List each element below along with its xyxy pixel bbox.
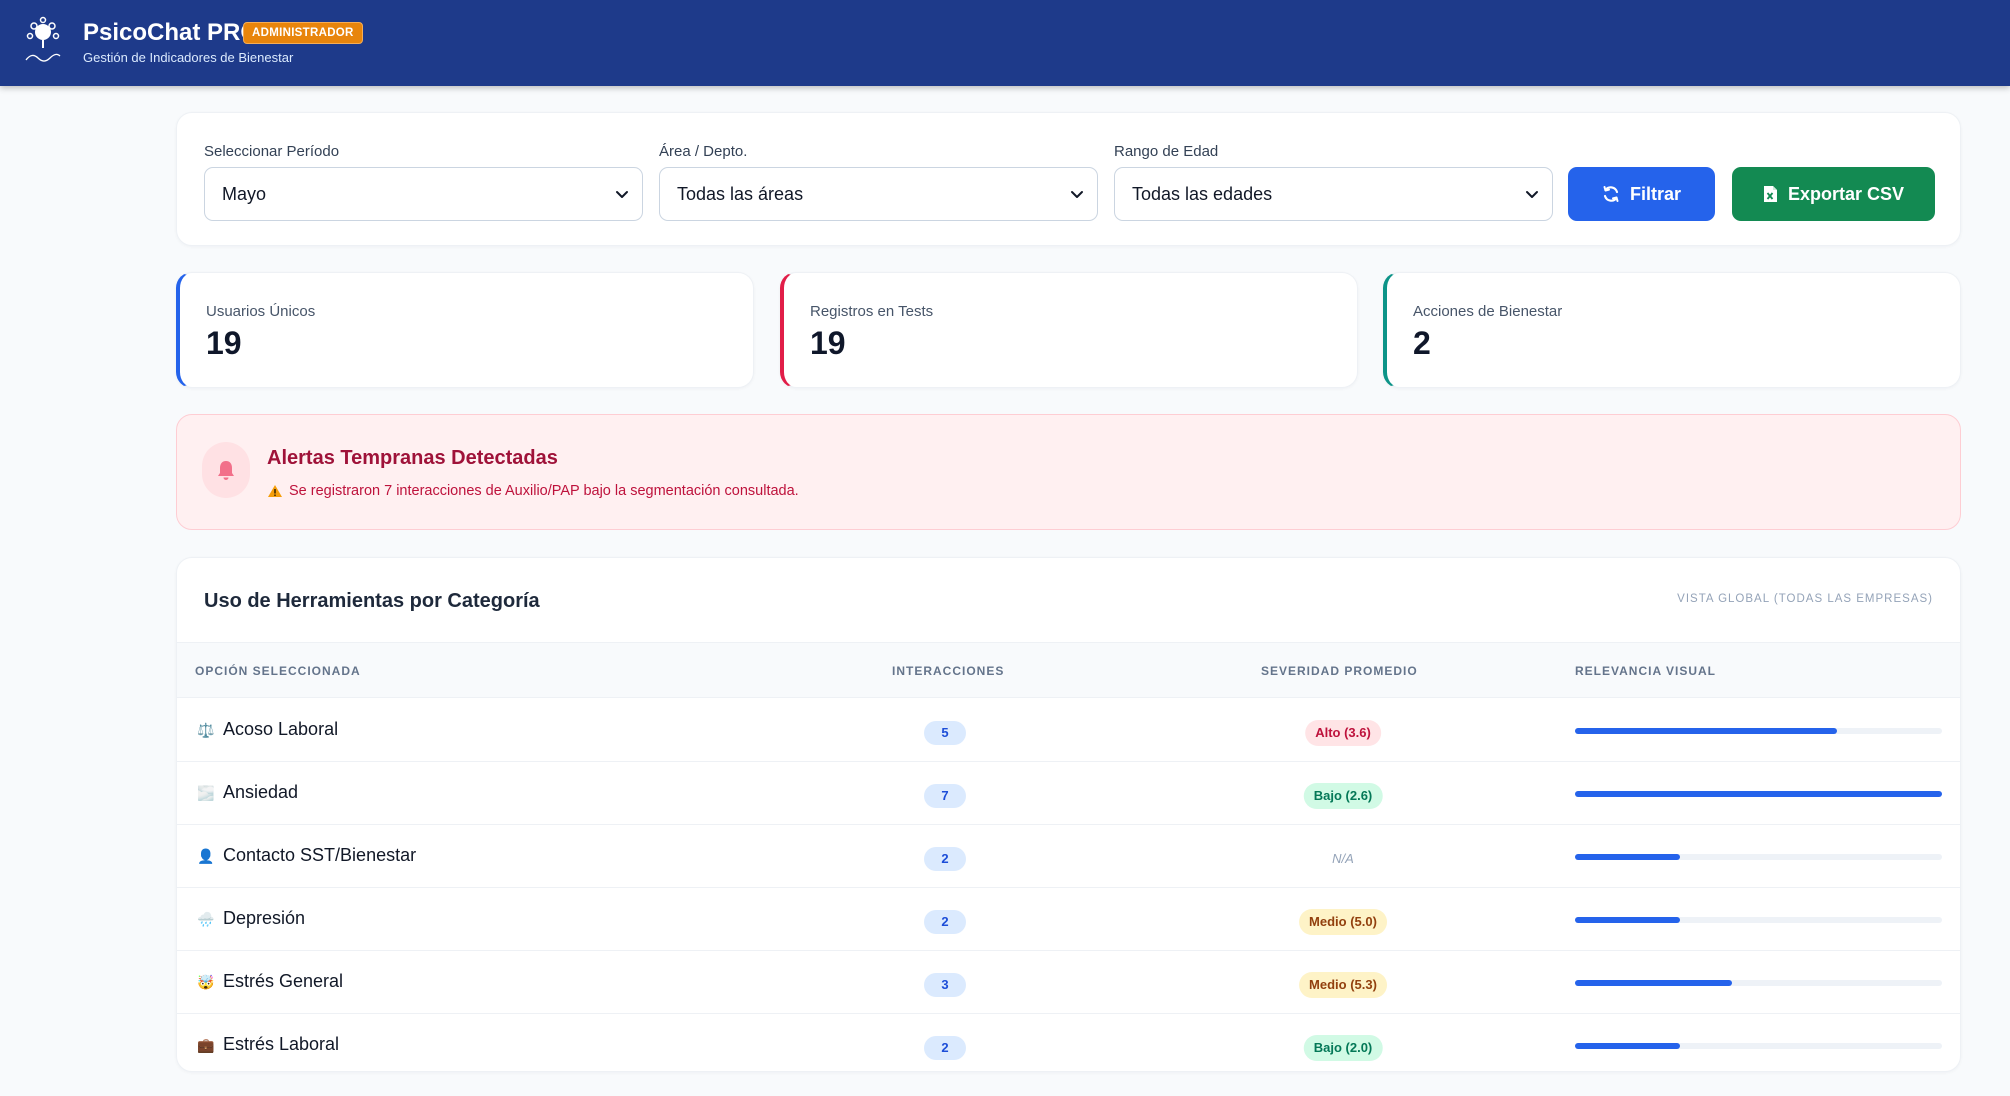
chevron-down-icon [1526, 191, 1538, 198]
table-row: 👤 Contacto SST/Bienestar 2 N/A [177, 825, 1960, 888]
option-cell: 🌫️ Ansiedad [197, 782, 298, 803]
age-select-value: Todas las edades [1132, 184, 1273, 204]
alert-message: Se registraron 7 interacciones de Auxili… [289, 483, 799, 499]
filter-button-label: Filtrar [1629, 183, 1681, 204]
option-cell: 🌧️ Depresión [197, 908, 305, 929]
stat-card-test-records: Registros en Tests 19 [780, 272, 1358, 388]
option-cell: ⚖️ Acoso Laboral [197, 719, 338, 740]
relevance-bar-track [1575, 1043, 1942, 1049]
relevance-bar-track [1575, 854, 1942, 860]
relevance-bar-track [1575, 917, 1942, 923]
brain-logo-icon [25, 16, 61, 62]
table-title: Uso de Herramientas por Categoría [204, 590, 540, 612]
early-alerts-banner: Alertas Tempranas Detectadas Se registra… [176, 414, 1961, 530]
app-title: PsicoChat PRO [83, 19, 260, 46]
stat-card-wellbeing-actions: Acciones de Bienestar 2 [1383, 272, 1961, 388]
table-header: OPCIÓN SELECCIONADA INTERACCIONES SEVERI… [177, 642, 1960, 698]
stat-value: 2 [1413, 325, 1431, 361]
stat-label: Acciones de Bienestar [1413, 303, 1563, 320]
chevron-down-icon [1071, 191, 1083, 198]
severity-badge: Bajo (2.0) [1303, 1035, 1383, 1061]
stat-value: 19 [810, 325, 846, 361]
category-emoji-icon: 🤯 [197, 973, 215, 990]
relevance-bar-fill [1575, 728, 1838, 734]
table-row: 🌫️ Ansiedad 7 Bajo (2.6) [177, 762, 1960, 825]
interactions-count-badge: 2 [924, 910, 966, 934]
age-label: Rango de Edad [1114, 143, 1219, 160]
area-select-value: Todas las áreas [677, 184, 804, 204]
relevance-bar-track [1575, 728, 1942, 734]
period-select-value: Mayo [222, 184, 267, 204]
option-name: Estrés Laboral [223, 1034, 340, 1054]
stat-card-unique-users: Usuarios Únicos 19 [176, 272, 754, 388]
option-cell: 👤 Contacto SST/Bienestar [197, 845, 416, 866]
relevance-bar-track [1575, 791, 1942, 797]
category-emoji-icon: 🌫️ [197, 784, 215, 801]
top-navbar: PsicoChat PRO ADMINISTRADOR Gestión de I… [0, 0, 2010, 86]
relevance-bar-fill [1575, 791, 1942, 797]
period-label: Seleccionar Período [204, 143, 340, 160]
alert-title: Alertas Tempranas Detectadas [267, 447, 558, 469]
category-emoji-icon: 👤 [197, 847, 215, 864]
severity-badge: N/A [1332, 851, 1354, 866]
app-subtitle: Gestión de Indicadores de Bienestar [83, 50, 294, 65]
period-select[interactable]: Mayo [204, 167, 643, 221]
table-row: 💼 Estrés Laboral 2 Bajo (2.0) [177, 1014, 1960, 1071]
refresh-icon [1603, 186, 1619, 202]
role-badge: ADMINISTRADOR [243, 22, 363, 44]
bell-icon [218, 461, 234, 480]
filters-panel: Seleccionar Período Mayo Área / Depto. T… [176, 112, 1961, 246]
option-name: Ansiedad [223, 782, 299, 802]
column-header-relevance: RELEVANCIA VISUAL [1575, 664, 1717, 678]
column-header-option: OPCIÓN SELECCIONADA [195, 664, 361, 678]
severity-badge: Medio (5.0) [1299, 909, 1387, 935]
filter-button[interactable]: Filtrar [1568, 167, 1715, 221]
table-row: 🌧️ Depresión 2 Medio (5.0) [177, 888, 1960, 951]
option-name: Estrés General [223, 971, 344, 991]
excel-file-icon [1763, 186, 1777, 202]
relevance-bar-fill [1575, 980, 1733, 986]
column-header-severity: SEVERIDAD PROMEDIO [1261, 664, 1418, 678]
area-select[interactable]: Todas las áreas [659, 167, 1098, 221]
table-row: ⚖️ Acoso Laboral 5 Alto (3.6) [177, 699, 1960, 762]
stat-value: 19 [206, 325, 242, 361]
scope-note: VISTA GLOBAL (TODAS LAS EMPRESAS) [1677, 593, 1933, 605]
category-emoji-icon: 🌧️ [197, 910, 215, 927]
severity-badge: Bajo (2.6) [1303, 783, 1383, 809]
relevance-bar-fill [1575, 917, 1680, 923]
interactions-count-badge: 2 [924, 1036, 966, 1060]
severity-badge: Alto (3.6) [1305, 720, 1381, 746]
category-emoji-icon: ⚖️ [197, 721, 215, 738]
bell-icon-wrapper [202, 442, 250, 498]
warning-icon [268, 485, 282, 497]
option-cell: 🤯 Estrés General [197, 971, 343, 992]
table-row: 🤯 Estrés General 3 Medio (5.3) [177, 951, 1960, 1014]
option-name: Acoso Laboral [223, 719, 339, 739]
alert-message-row: Se registraron 7 interacciones de Auxili… [267, 483, 799, 499]
age-select[interactable]: Todas las edades [1114, 167, 1553, 221]
option-cell: 💼 Estrés Laboral [197, 1034, 339, 1055]
column-header-interactions: INTERACCIONES [892, 664, 1005, 678]
category-emoji-icon: 💼 [197, 1036, 215, 1053]
export-csv-button[interactable]: Exportar CSV [1732, 167, 1935, 221]
severity-badge: Medio (5.3) [1299, 972, 1387, 998]
interactions-count-badge: 3 [924, 973, 966, 997]
stat-label: Usuarios Únicos [206, 303, 316, 320]
chevron-down-icon [616, 191, 628, 198]
option-name: Contacto SST/Bienestar [223, 845, 417, 865]
stat-label: Registros en Tests [810, 303, 934, 320]
interactions-count-badge: 7 [924, 784, 966, 808]
relevance-bar-track [1575, 980, 1942, 986]
tools-usage-table-card: Uso de Herramientas por Categoría VISTA … [176, 557, 1961, 1072]
interactions-count-badge: 5 [924, 721, 966, 745]
export-csv-button-label: Exportar CSV [1787, 183, 1905, 204]
area-label: Área / Depto. [659, 143, 748, 160]
interactions-count-badge: 2 [924, 847, 966, 871]
relevance-bar-fill [1575, 1043, 1680, 1049]
option-name: Depresión [223, 908, 306, 928]
relevance-bar-fill [1575, 854, 1680, 860]
